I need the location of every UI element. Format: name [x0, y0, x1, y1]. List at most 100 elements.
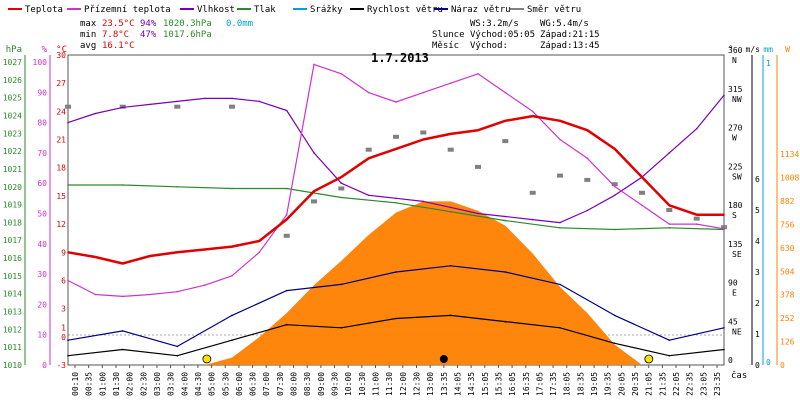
x-tick-2: 00:35 — [85, 372, 94, 396]
series-6-point-7 — [395, 317, 397, 320]
series-3-point-25 — [723, 94, 725, 97]
series-7-point-1 — [67, 339, 69, 342]
radiation-axis-tick-2: 1008 — [780, 174, 799, 183]
series-1-point-5 — [176, 251, 179, 254]
series-2-point-23 — [668, 223, 671, 225]
x-tick-35: 17:05 — [535, 372, 544, 396]
series-3-point-7 — [231, 97, 233, 100]
legend-label-7: Náraz větru — [451, 5, 511, 15]
wind-speed-value: WS:3.2m/s — [470, 19, 519, 29]
radiation-axis-tick-6: 504 — [780, 267, 795, 276]
series-8-point-17 — [611, 182, 618, 187]
rain-axis-tick-2: 0 — [766, 358, 771, 367]
series-8-point-14 — [529, 190, 536, 195]
pressure-axis-tick-1: 1027 — [3, 58, 22, 67]
x-tick-24: 11:30 — [385, 372, 394, 396]
series-3-point-3 — [121, 106, 124, 109]
x-tick-36: 17:35 — [549, 372, 558, 396]
x-tick-42: 20:35 — [631, 372, 640, 396]
sunset-marker — [644, 354, 654, 364]
pressure-axis-tick-5: 1023 — [3, 129, 22, 138]
series-2-point-10 — [313, 63, 315, 66]
humidity-axis-tick-9: 20 — [37, 300, 47, 309]
series-1-point-17 — [504, 120, 507, 122]
radiation-axis-tick-7: 378 — [780, 291, 795, 300]
humidity-axis-tick-3: 80 — [37, 119, 47, 128]
series-2-point-18 — [531, 110, 534, 113]
series-3-point-21 — [613, 194, 616, 197]
x-tick-34: 16:35 — [522, 372, 531, 396]
temperature-axis-tick-4: 21 — [56, 136, 66, 145]
x-tick-7: 03:00 — [153, 372, 162, 396]
series-4-point-6 — [340, 196, 343, 199]
pressure-axis-tick-10: 1018 — [3, 218, 22, 227]
series-8-point-20 — [693, 216, 700, 221]
x-tick-8: 03:30 — [167, 372, 176, 396]
stats-max-label: max — [80, 19, 97, 29]
temperature-axis-tick-8: 9 — [61, 248, 66, 257]
series-1-point-9 — [285, 218, 288, 221]
x-tick-16: 07:30 — [276, 372, 285, 396]
series-6-point-9 — [504, 320, 507, 323]
radiation-axis-tick-8: 252 — [780, 314, 795, 323]
temperature-axis-tick-10: 3 — [61, 305, 66, 314]
rain-axis-tick-1: 1 — [766, 59, 771, 68]
x-tick-47: 23:05 — [699, 372, 708, 396]
series-6-point-8 — [449, 314, 452, 317]
x-tick-9: 04:00 — [180, 372, 189, 396]
wind-gust-value: WG:5.4m/s — [540, 19, 589, 29]
humidity-axis-tick-5: 60 — [37, 179, 47, 188]
x-tick-38: 18:35 — [576, 372, 585, 396]
direction-axis-tick-2: 315 — [728, 85, 743, 94]
series-4-point-8 — [449, 210, 452, 213]
direction-axis-tick-3: 270 — [728, 124, 743, 133]
pressure-axis-tick-12: 1016 — [3, 254, 22, 263]
temperature-axis-tick-11: 1 — [61, 323, 66, 332]
legend-label-2: Přízemní teplota — [84, 5, 171, 15]
direction-axis-label-1: N — [732, 56, 737, 65]
series-2-point-13 — [395, 101, 397, 103]
temperature-axis-tick-3: 24 — [56, 107, 66, 116]
series-2-point-7 — [231, 275, 233, 277]
x-tick-46: 22:35 — [686, 372, 695, 396]
x-tick-32: 15:35 — [494, 372, 503, 396]
direction-axis-label-4: SW — [732, 172, 742, 181]
x-axis-label: čas — [731, 370, 747, 381]
series-3-point-17 — [504, 215, 507, 218]
series-1-point-4 — [149, 255, 151, 257]
legend-label-3: Vlhkost — [197, 5, 235, 15]
temperature-axis-tick-9: 6 — [61, 276, 66, 285]
stats-min-humidity: 47% — [140, 30, 157, 40]
series-1-point-18 — [531, 115, 534, 117]
series-1-point-2 — [94, 256, 97, 258]
legend-label-6: Rychlost větru — [367, 5, 443, 15]
series-4-point-7 — [395, 202, 397, 204]
series-2-point-9 — [285, 213, 288, 216]
x-tick-41: 20:05 — [617, 372, 626, 396]
x-tick-43: 21:05 — [645, 372, 654, 396]
series-3-point-9 — [285, 109, 288, 112]
series-3-point-8 — [258, 100, 261, 103]
series-8-point-4 — [229, 104, 235, 109]
x-tick-37: 18:05 — [563, 372, 572, 396]
x-tick-17: 08:00 — [290, 372, 299, 396]
series-1-point-14 — [422, 138, 425, 141]
series-2-point-8 — [258, 251, 261, 254]
stats-max-rain: 0.0mm — [226, 19, 253, 29]
series-3-point-13 — [395, 197, 397, 200]
radiation-axis-tick-4: 756 — [780, 220, 795, 229]
legend-label-5: Srážky — [310, 5, 343, 15]
series-3-point-16 — [477, 212, 479, 215]
temperature-axis-unit: °C — [56, 45, 67, 55]
pressure-axis-tick-2: 1026 — [3, 76, 22, 85]
temperature-axis-tick-5: 18 — [56, 164, 66, 173]
series-2-point-14 — [422, 91, 425, 94]
series-3-point-18 — [531, 218, 534, 221]
moon-label: Měsíc — [432, 41, 459, 51]
series-1-point-13 — [395, 148, 397, 150]
series-3-point-23 — [668, 152, 671, 154]
humidity-axis-tick-10: 10 — [37, 331, 47, 340]
series-8-point-13 — [502, 139, 509, 144]
stats-avg-label: avg — [80, 41, 96, 51]
